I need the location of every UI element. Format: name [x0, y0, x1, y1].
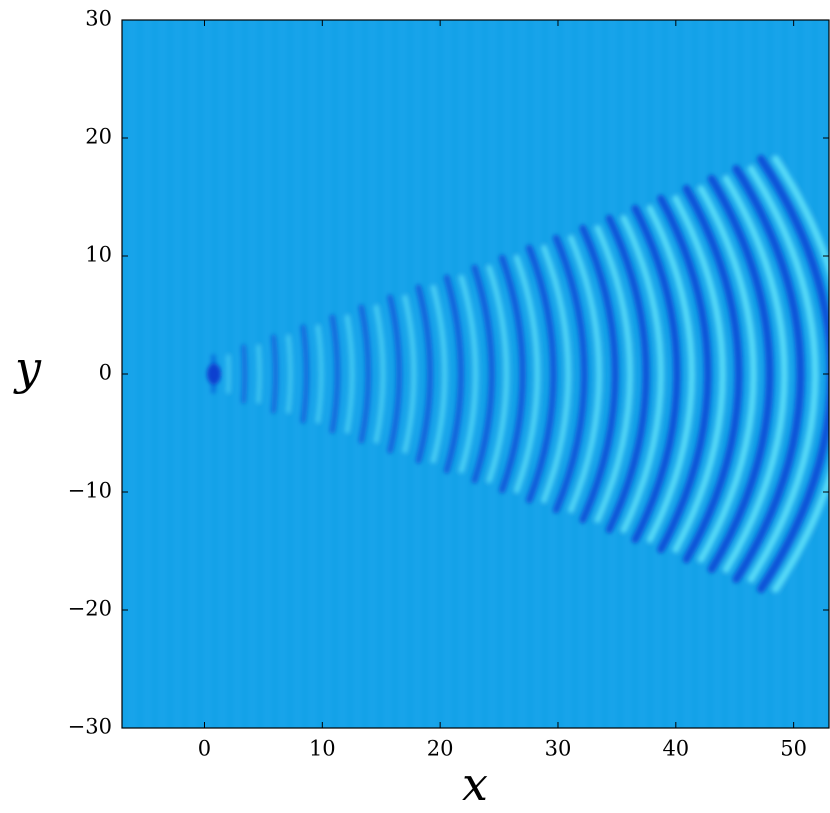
wave-front — [540, 244, 572, 504]
background-stripe — [152, 20, 158, 728]
y-tick-label: 30 — [85, 7, 112, 31]
wave-front — [358, 304, 372, 444]
y-tick-label: 20 — [85, 125, 112, 149]
x-tick-label: 50 — [780, 737, 807, 761]
wave-front — [707, 174, 774, 574]
background-stripe — [422, 20, 428, 728]
wave-front — [498, 254, 527, 494]
wave-front — [373, 304, 386, 444]
background-stripe — [377, 20, 383, 728]
wave-front — [646, 205, 695, 543]
wave-front — [513, 254, 541, 494]
wave-front — [525, 244, 557, 504]
background-stripe — [197, 20, 203, 728]
wave-front — [285, 334, 293, 414]
background-stripe — [392, 20, 398, 728]
wave-front — [657, 194, 712, 554]
wave-front — [443, 274, 465, 474]
background-stripe — [587, 20, 593, 728]
background-stripe — [527, 20, 533, 728]
wave-front — [605, 214, 650, 534]
y-tick-label: 10 — [85, 243, 112, 267]
background-stripe — [617, 20, 623, 728]
background-stripe — [407, 20, 413, 728]
source-spot — [206, 363, 221, 385]
background-stripe — [437, 20, 443, 728]
background-stripe — [662, 20, 668, 728]
background-stripe — [497, 20, 503, 728]
wave-front — [471, 264, 496, 484]
wave-field — [122, 20, 829, 728]
x-axis-label: x — [462, 757, 488, 811]
wave-front — [402, 294, 417, 454]
wave-front — [672, 195, 726, 553]
wave-front — [387, 294, 403, 454]
wave-front — [486, 264, 510, 484]
y-axis-label: y — [13, 341, 42, 395]
background-stripe — [602, 20, 608, 728]
wave-front — [240, 344, 248, 404]
x-tick-label: 0 — [198, 737, 211, 761]
background-stripe — [452, 20, 458, 728]
wave-front — [329, 314, 341, 434]
background-stripe — [647, 20, 653, 728]
wave-front — [756, 154, 829, 594]
background-stripe — [137, 20, 143, 728]
wave-front — [697, 185, 757, 563]
wave-front — [458, 274, 479, 474]
background-stripe — [512, 20, 518, 728]
wave-front — [620, 215, 664, 533]
wave-front — [732, 164, 805, 584]
background-stripe — [632, 20, 638, 728]
wave-front — [415, 284, 434, 464]
wave-front — [270, 334, 279, 414]
background-stripe — [467, 20, 473, 728]
x-tick-label: 10 — [309, 737, 336, 761]
x-tick-label: 30 — [545, 737, 572, 761]
background-stripe — [362, 20, 368, 728]
wave-front — [722, 175, 788, 573]
wave-front — [579, 224, 619, 524]
background-stripe — [167, 20, 173, 728]
wave-front — [430, 284, 448, 464]
wave-front — [552, 234, 588, 514]
wave-front — [344, 314, 355, 434]
y-tick-label: −30 — [68, 715, 112, 739]
wave-front — [772, 155, 829, 593]
background-stripe — [482, 20, 488, 728]
wave-front — [594, 225, 634, 523]
wave-front — [682, 184, 743, 564]
y-tick-label: −20 — [68, 597, 112, 621]
x-tick-label: 20 — [427, 737, 454, 761]
wave-front — [255, 344, 262, 404]
wave-front — [567, 234, 603, 514]
wave-front — [300, 324, 310, 424]
wave-front — [747, 165, 819, 583]
y-tick-label: −10 — [68, 479, 112, 503]
background-stripe — [557, 20, 563, 728]
wave-front — [315, 324, 324, 424]
background-stripe — [572, 20, 578, 728]
x-tick-label: 40 — [662, 737, 689, 761]
background-stripe — [542, 20, 548, 728]
wave-front — [631, 204, 681, 544]
y-tick-label: 0 — [99, 361, 112, 385]
background-stripe — [182, 20, 188, 728]
